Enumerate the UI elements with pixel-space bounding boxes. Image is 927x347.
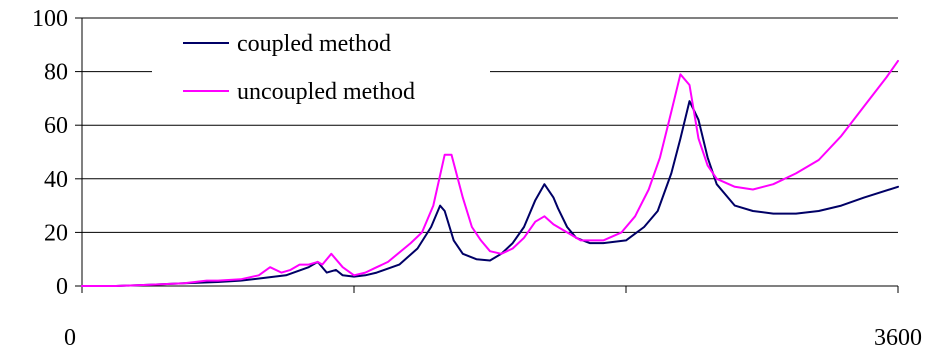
legend: coupled method uncoupled method <box>152 22 490 116</box>
axes <box>75 17 899 293</box>
legend-label-0: coupled method <box>237 31 391 57</box>
y-tick-label-100: 100 <box>32 6 68 32</box>
y-tick-label-0: 0 <box>56 274 68 300</box>
x-tick-label-0: 0 <box>64 325 76 347</box>
series-line-uncoupled <box>81 59 899 287</box>
x-tick-label-1: 3600 <box>874 325 922 347</box>
y-tick-label-40: 40 <box>44 167 68 193</box>
y-tick-label-20: 20 <box>44 220 68 246</box>
legend-box <box>152 22 490 116</box>
series-lines <box>81 59 899 287</box>
legend-label-1: uncoupled method <box>237 79 415 105</box>
tick-labels: 0 20 40 60 80 100 0 3600 <box>32 6 922 347</box>
y-tick-label-80: 80 <box>44 60 68 86</box>
y-tick-label-60: 60 <box>44 113 68 139</box>
